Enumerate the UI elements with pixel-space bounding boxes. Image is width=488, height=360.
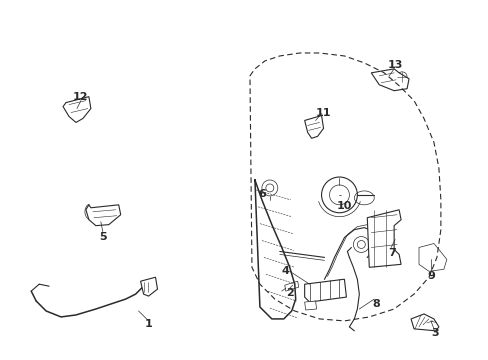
Text: 11: 11 bbox=[315, 108, 331, 117]
Polygon shape bbox=[366, 210, 400, 267]
Text: 5: 5 bbox=[99, 231, 106, 242]
Text: 13: 13 bbox=[386, 60, 402, 70]
Circle shape bbox=[428, 253, 436, 261]
Polygon shape bbox=[304, 116, 323, 138]
Polygon shape bbox=[86, 205, 121, 226]
Text: 2: 2 bbox=[285, 288, 293, 298]
Text: 7: 7 bbox=[387, 248, 395, 258]
Text: 12: 12 bbox=[73, 92, 88, 102]
Text: 8: 8 bbox=[371, 299, 379, 309]
Polygon shape bbox=[63, 96, 91, 122]
Text: 3: 3 bbox=[430, 328, 438, 338]
Text: 9: 9 bbox=[426, 271, 434, 281]
Text: 6: 6 bbox=[258, 189, 265, 199]
Polygon shape bbox=[284, 281, 298, 291]
Polygon shape bbox=[141, 277, 157, 296]
Text: 4: 4 bbox=[281, 266, 289, 276]
Polygon shape bbox=[304, 279, 346, 302]
Text: 1: 1 bbox=[144, 319, 152, 329]
Polygon shape bbox=[304, 301, 316, 310]
Polygon shape bbox=[410, 314, 438, 331]
Polygon shape bbox=[418, 243, 446, 271]
Text: 10: 10 bbox=[336, 201, 351, 211]
Polygon shape bbox=[370, 69, 408, 91]
